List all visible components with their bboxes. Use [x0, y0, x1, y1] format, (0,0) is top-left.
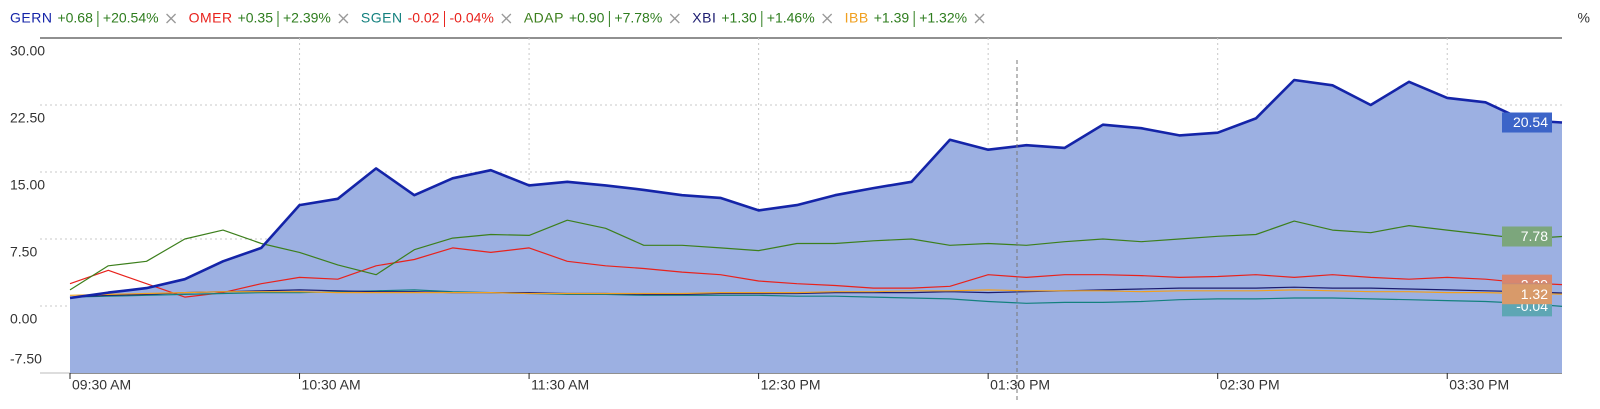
- legend-name: XBI: [692, 10, 716, 26]
- series-line: [69, 289, 1563, 296]
- remove-icon: [974, 13, 985, 24]
- y-tick-label: 0.00: [10, 311, 37, 327]
- legend-name: ADAP: [524, 10, 564, 26]
- legend-remove[interactable]: [822, 13, 833, 24]
- x-tick-label: 11:30 AM: [531, 377, 589, 393]
- end-label-box: [1502, 226, 1552, 247]
- unit-label: %: [1578, 10, 1590, 26]
- legend-name: OMER: [189, 10, 233, 26]
- legend-name: SGEN: [361, 10, 403, 26]
- end-label: 1.32: [1521, 286, 1548, 302]
- legend-change-pct: +7.78%: [614, 10, 662, 26]
- legend-change: -0.02: [408, 10, 440, 26]
- x-tick-label: 03:30 PM: [1449, 377, 1509, 393]
- legend-change: +0.35: [238, 10, 274, 26]
- y-tick-label: -7.50: [10, 351, 42, 367]
- legend-change-pct: +1.32%: [919, 10, 967, 26]
- remove-icon: [166, 13, 177, 24]
- legend-change-pct: -0.04%: [449, 10, 493, 26]
- legend-name: IBB: [845, 10, 869, 26]
- legend-change-pct: +1.46%: [767, 10, 815, 26]
- legend-change: +0.90: [569, 10, 605, 26]
- series-line: [69, 78, 1563, 300]
- series-line: [69, 219, 1563, 291]
- x-tick-label: 09:30 AM: [72, 377, 131, 393]
- y-tick-label: 15.00: [10, 177, 45, 193]
- legend-change: +1.39: [874, 10, 910, 26]
- legend-change: +1.30: [721, 10, 757, 26]
- x-tick-label: 10:30 AM: [302, 377, 361, 393]
- legend-name: GERN: [10, 10, 52, 26]
- y-tick-label: 22.50: [10, 110, 45, 126]
- legend-remove[interactable]: [669, 13, 680, 24]
- y-tick-label: 7.50: [10, 244, 37, 260]
- end-label-box: [1502, 112, 1552, 133]
- legend-change-pct: +2.39%: [283, 10, 331, 26]
- legend-remove[interactable]: [166, 13, 177, 24]
- remove-icon: [669, 13, 680, 24]
- end-label-box: [1502, 284, 1552, 305]
- x-tick-label: 01:30 PM: [990, 377, 1050, 393]
- legend-remove[interactable]: [338, 13, 349, 24]
- y-tick-label: 30.00: [10, 43, 45, 59]
- remove-icon: [822, 13, 833, 24]
- legend-change-pct: +20.54%: [103, 10, 159, 26]
- remove-icon: [338, 13, 349, 24]
- x-tick-label: 02:30 PM: [1220, 377, 1280, 393]
- remove-icon: [501, 13, 512, 24]
- series-line: [69, 286, 1563, 298]
- legend-remove[interactable]: [501, 13, 512, 24]
- end-label: 7.78: [1521, 228, 1548, 244]
- legend-remove[interactable]: [974, 13, 985, 24]
- legend-change: +0.68: [57, 10, 93, 26]
- series-line: [69, 247, 1563, 298]
- x-tick-label: 12:30 PM: [761, 377, 821, 393]
- end-label: 20.54: [1513, 114, 1548, 130]
- series-area: [70, 80, 1562, 373]
